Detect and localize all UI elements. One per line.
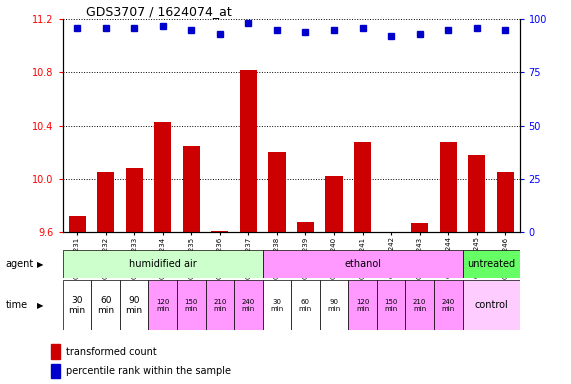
Text: untreated: untreated bbox=[467, 259, 515, 269]
Text: ▶: ▶ bbox=[37, 301, 43, 310]
Text: agent: agent bbox=[6, 259, 34, 269]
Bar bbox=[63, 280, 91, 330]
Text: 30
min: 30 min bbox=[69, 296, 86, 315]
Text: 210
min: 210 min bbox=[413, 299, 427, 312]
Bar bbox=[263, 280, 291, 330]
Bar bbox=[240, 70, 257, 232]
Bar bbox=[69, 216, 86, 232]
Text: 60
min: 60 min bbox=[299, 299, 312, 312]
Bar bbox=[497, 172, 514, 232]
Text: transformed count: transformed count bbox=[66, 347, 156, 357]
Bar bbox=[405, 280, 434, 330]
Text: 240
min: 240 min bbox=[242, 299, 255, 312]
Bar bbox=[263, 250, 463, 278]
Text: 150
min: 150 min bbox=[184, 299, 198, 312]
Bar bbox=[206, 280, 234, 330]
Text: 30
min: 30 min bbox=[270, 299, 284, 312]
Bar bbox=[325, 176, 343, 232]
Bar bbox=[377, 280, 405, 330]
Bar bbox=[91, 280, 120, 330]
Bar bbox=[434, 280, 463, 330]
Text: humidified air: humidified air bbox=[129, 259, 196, 269]
Bar bbox=[268, 152, 286, 232]
Bar bbox=[97, 172, 114, 232]
Bar bbox=[183, 146, 200, 232]
Text: 120
min: 120 min bbox=[156, 299, 170, 312]
Text: 240
min: 240 min bbox=[441, 299, 455, 312]
Bar bbox=[126, 168, 143, 232]
Bar bbox=[297, 222, 314, 232]
Bar bbox=[440, 142, 457, 232]
Bar bbox=[291, 280, 320, 330]
Bar bbox=[320, 280, 348, 330]
Text: 120
min: 120 min bbox=[356, 299, 369, 312]
Text: ▶: ▶ bbox=[37, 260, 43, 269]
Text: 60
min: 60 min bbox=[97, 296, 114, 315]
Bar bbox=[348, 280, 377, 330]
Bar bbox=[148, 280, 177, 330]
Bar bbox=[63, 250, 263, 278]
Bar bbox=[468, 155, 485, 232]
Bar bbox=[354, 142, 371, 232]
Bar bbox=[51, 344, 60, 359]
Text: GDS3707 / 1624074_at: GDS3707 / 1624074_at bbox=[86, 5, 231, 18]
Bar bbox=[463, 280, 520, 330]
Text: 150
min: 150 min bbox=[384, 299, 398, 312]
Text: 90
min: 90 min bbox=[327, 299, 341, 312]
Bar bbox=[154, 122, 171, 232]
Text: 90
min: 90 min bbox=[126, 296, 143, 315]
Text: control: control bbox=[474, 300, 508, 310]
Text: ethanol: ethanol bbox=[344, 259, 381, 269]
Bar bbox=[211, 231, 228, 232]
Bar bbox=[411, 223, 428, 232]
Bar bbox=[234, 280, 263, 330]
Text: percentile rank within the sample: percentile rank within the sample bbox=[66, 366, 231, 376]
Text: 210
min: 210 min bbox=[213, 299, 227, 312]
Text: time: time bbox=[6, 300, 28, 310]
Bar bbox=[463, 250, 520, 278]
Bar bbox=[51, 364, 60, 378]
Bar bbox=[177, 280, 206, 330]
Bar bbox=[120, 280, 148, 330]
